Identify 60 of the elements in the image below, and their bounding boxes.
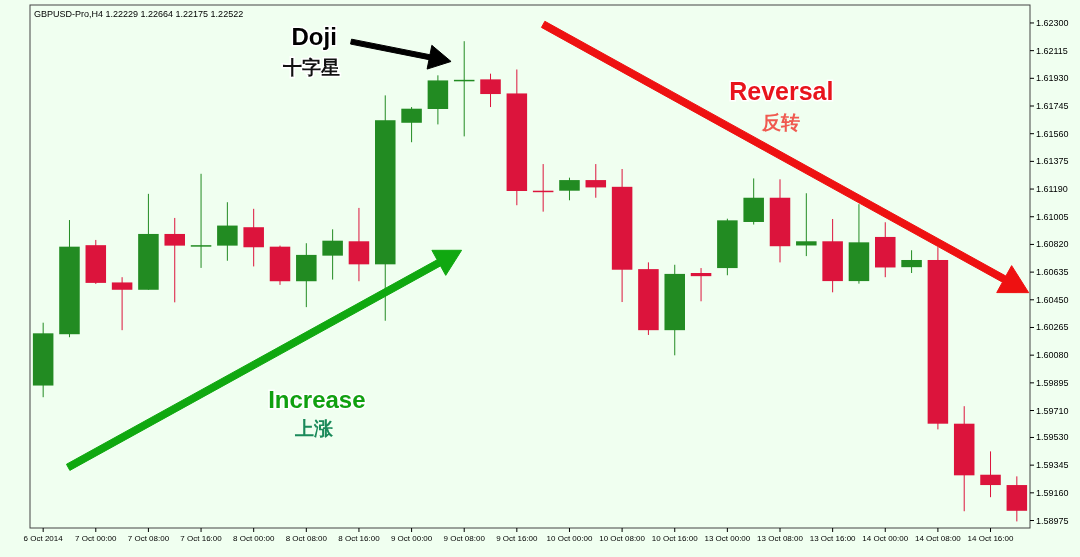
candlestick xyxy=(559,177,580,201)
candlestick xyxy=(217,201,238,262)
x-tick-label: 7 Oct 16:00 xyxy=(180,534,223,543)
candlestick xyxy=(796,192,817,257)
y-tick-label: 1.62115 xyxy=(1036,45,1068,56)
x-tick-label: 10 Oct 16:00 xyxy=(651,534,699,543)
candlestick xyxy=(190,173,212,269)
x-tick-label: 13 Oct 00:00 xyxy=(704,534,751,543)
candlestick xyxy=(164,217,185,303)
y-tick-label: 1.61560 xyxy=(1036,128,1069,139)
y-tick-label: 1.61745 xyxy=(1036,101,1069,112)
annotation: Doji xyxy=(291,22,337,50)
y-tick-label: 1.60080 xyxy=(1036,350,1069,361)
annotation: 十字星 xyxy=(282,56,341,79)
candlestick xyxy=(901,249,922,274)
candlestick xyxy=(243,208,264,267)
y-tick-label: 1.59345 xyxy=(1036,460,1069,471)
y-tick-label: 1.59530 xyxy=(1036,432,1069,443)
x-tick-label: 8 Oct 16:00 xyxy=(338,534,381,543)
candlestick xyxy=(585,163,607,199)
x-tick-label: 8 Oct 00:00 xyxy=(233,534,275,543)
candlestick xyxy=(322,228,343,281)
x-tick-label: 14 Oct 08:00 xyxy=(914,534,962,543)
x-tick-label: 10 Oct 00:00 xyxy=(546,534,593,543)
candlestick xyxy=(980,450,1001,498)
x-tick-label: 13 Oct 08:00 xyxy=(757,534,804,543)
y-tick-label: 1.60265 xyxy=(1036,322,1069,333)
y-tick-label: 1.61930 xyxy=(1036,73,1069,84)
y-tick-label: 1.61005 xyxy=(1036,211,1069,222)
y-tick-label: 1.62300 xyxy=(1036,17,1069,28)
x-tick-label: 14 Oct 16:00 xyxy=(967,534,1014,543)
y-tick-label: 1.61190 xyxy=(1036,184,1068,195)
x-tick-label: 9 Oct 08:00 xyxy=(443,534,486,543)
y-tick-label: 1.60635 xyxy=(1036,267,1069,278)
y-tick-label: 1.58975 xyxy=(1036,515,1069,526)
annotation: Reversal xyxy=(729,77,834,106)
x-tick-label: 6 Oct 2014 xyxy=(23,534,64,543)
y-tick-label: 1.61375 xyxy=(1036,156,1069,167)
annotation: Increase xyxy=(268,386,366,414)
candlestick xyxy=(111,276,133,331)
y-tick-label: 1.60820 xyxy=(1036,239,1069,250)
x-tick-label: 9 Oct 16:00 xyxy=(496,534,539,543)
y-tick-label: 1.59895 xyxy=(1036,377,1069,388)
y-tick-label: 1.59160 xyxy=(1036,487,1069,498)
x-tick-label: 7 Oct 00:00 xyxy=(75,534,118,543)
x-tick-label: 14 Oct 00:00 xyxy=(862,534,909,543)
x-tick-label: 7 Oct 08:00 xyxy=(127,534,170,543)
candlestick xyxy=(690,267,712,302)
y-tick-label: 1.60450 xyxy=(1036,294,1069,305)
x-tick-label: 8 Oct 08:00 xyxy=(285,534,328,543)
x-tick-label: 13 Oct 16:00 xyxy=(809,534,857,543)
candlestick xyxy=(480,73,501,108)
x-tick-label: 10 Oct 08:00 xyxy=(599,534,646,543)
annotation: 上涨 xyxy=(294,417,335,440)
candlestick xyxy=(401,106,422,143)
annotation: 反转 xyxy=(761,111,801,134)
annotation: GBPUSD-Pro,H4 1.22229 1.22664 1.22175 1.22522 xyxy=(34,9,244,20)
y-tick-label: 1.59710 xyxy=(1036,405,1069,416)
x-tick-label: 9 Oct 00:00 xyxy=(390,534,433,543)
candlestick xyxy=(348,207,370,282)
